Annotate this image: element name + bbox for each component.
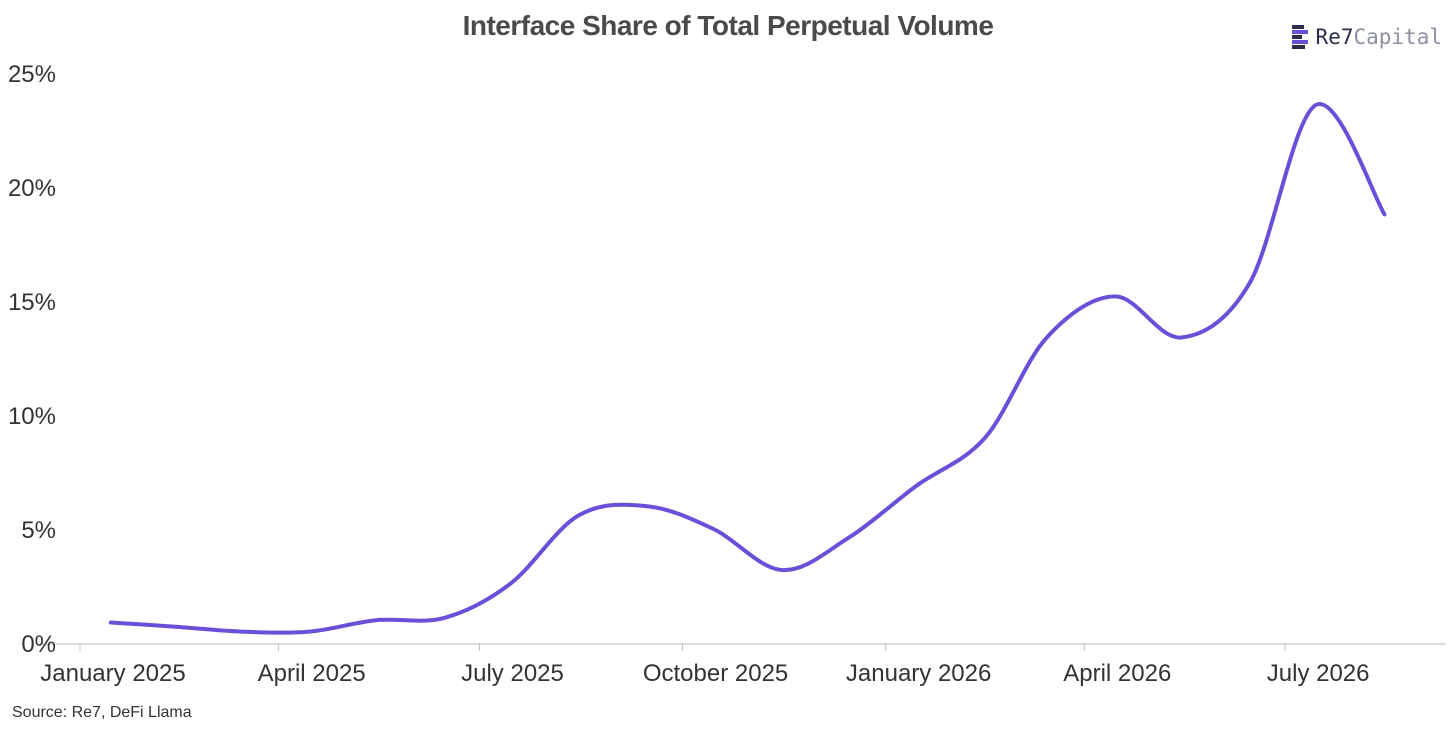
x-tick-label: January 2025 [40,660,185,687]
y-tick-label: 5% [21,517,56,544]
x-tick-label: July 2025 [461,660,564,687]
y-tick-label: 15% [8,289,56,316]
brand-name-light: Capital [1353,25,1442,49]
x-tick-label: July 2026 [1267,660,1370,687]
brand-name-strong: Re7 [1315,25,1354,49]
source-note: Source: Re7, DeFi Llama [12,704,192,721]
x-tick-label: April 2025 [258,660,366,687]
x-tick-label: January 2026 [846,660,991,687]
y-tick-label: 0% [21,631,56,658]
brand-name: Re7Capital [1316,25,1442,49]
y-tick-label: 25% [8,61,56,88]
y-tick-label: 10% [8,403,56,430]
x-tick-label: April 2026 [1063,660,1171,687]
brand-mark-icon [1291,24,1308,50]
y-tick-label: 20% [8,175,56,202]
chart-title: Interface Share of Total Perpetual Volum… [462,10,994,41]
series-line [108,102,1387,635]
brand-logo: Re7Capital [1291,24,1442,50]
x-tick-label: October 2025 [643,660,788,687]
